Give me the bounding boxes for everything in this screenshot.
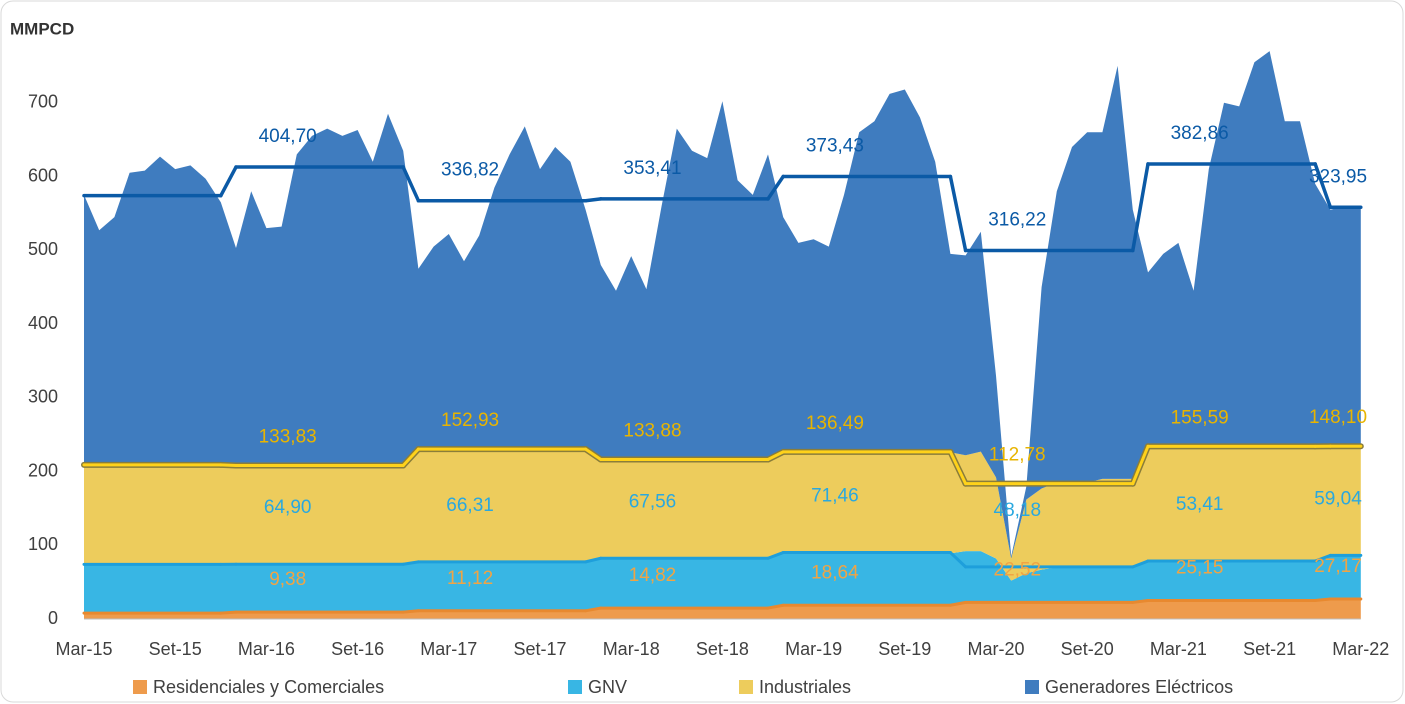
average-label: 53,41 — [1176, 494, 1224, 515]
x-tick-label: Mar-15 — [55, 639, 112, 659]
average-label: 353,41 — [623, 158, 681, 179]
legend-label: Residenciales y Comerciales — [153, 677, 384, 697]
legend-label: Industriales — [759, 677, 851, 697]
average-label: 155,59 — [1171, 407, 1229, 428]
average-label: 112,78 — [989, 445, 1046, 466]
average-label: 27,17 — [1314, 556, 1362, 577]
legend-swatch — [568, 680, 582, 694]
area — [84, 51, 1361, 559]
x-tick-label: Mar-22 — [1332, 639, 1389, 659]
step-connector — [401, 165, 421, 203]
y-tick-label: 500 — [28, 239, 58, 259]
areas — [84, 51, 1361, 619]
legend-label: Generadores Eléctricos — [1045, 677, 1233, 697]
step-connector — [766, 603, 785, 610]
x-tick-label: Set-16 — [331, 639, 384, 659]
x-tick-label: Mar-18 — [603, 639, 660, 659]
step-connector — [1313, 162, 1333, 210]
legend-swatch — [739, 680, 753, 694]
average-label: 373,43 — [806, 136, 864, 157]
step-connector — [766, 174, 785, 201]
y-axis-title: MMPCD — [10, 19, 74, 38]
step-connector — [948, 600, 968, 607]
average-label: 67,56 — [629, 491, 677, 512]
step-connector — [1131, 598, 1150, 604]
average-label: 64,90 — [264, 497, 312, 518]
area — [84, 446, 1361, 581]
x-tick-label: Mar-17 — [420, 639, 477, 659]
average-label: 133,83 — [259, 427, 317, 448]
average-label: 323,95 — [1309, 166, 1367, 187]
average-label: 22,52 — [994, 559, 1042, 580]
step-connector — [948, 450, 968, 486]
average-label: 316,22 — [988, 209, 1046, 230]
average-label: 71,46 — [811, 486, 859, 507]
y-tick-label: 700 — [28, 92, 58, 112]
y-tick-label: 400 — [28, 313, 58, 333]
average-label: 59,04 — [1314, 488, 1362, 509]
x-tick-label: Mar-16 — [238, 639, 295, 659]
average-label: 152,93 — [441, 410, 499, 431]
x-tick-label: Set-19 — [878, 639, 931, 659]
step-connector — [948, 551, 968, 569]
y-tick-label: 0 — [48, 608, 58, 628]
y-tick-label: 300 — [28, 387, 58, 407]
average-label: 382,86 — [1171, 123, 1229, 144]
y-tick-label: 200 — [28, 460, 58, 480]
step-connector — [766, 551, 785, 560]
x-tick-label: Mar-19 — [785, 639, 842, 659]
average-label: 148,10 — [1309, 407, 1367, 428]
average-label: 136,49 — [806, 413, 864, 434]
y-tick-label: 100 — [28, 534, 58, 554]
average-label: 404,70 — [259, 126, 317, 147]
legend-swatch — [1025, 680, 1039, 694]
step-connector — [401, 609, 420, 614]
average-label: 9,38 — [269, 569, 306, 590]
step-connector — [401, 560, 420, 566]
legend-swatch — [133, 680, 147, 694]
legend-label: GNV — [588, 677, 627, 697]
area — [84, 551, 1361, 614]
step-connector — [948, 174, 968, 253]
x-tick-label: Set-21 — [1243, 639, 1296, 659]
average-label: 66,31 — [446, 495, 494, 516]
average-label: 11,12 — [447, 568, 493, 589]
average-label: 133,88 — [623, 421, 681, 442]
step-connector — [584, 606, 603, 613]
step-connector — [1131, 162, 1150, 253]
x-tick-label: Set-15 — [149, 639, 202, 659]
x-tick-label: Mar-20 — [967, 639, 1024, 659]
step-connector — [766, 450, 785, 462]
average-label: 14,82 — [629, 565, 677, 586]
labels: 9,38 11,12 14,82 18,64 22,52 25,15 27,17 64,90 6… — [259, 123, 1367, 590]
step-connector — [219, 165, 238, 198]
step-connector — [1313, 553, 1332, 563]
average-lines — [81, 162, 1364, 615]
x-tick-label: Set-20 — [1061, 639, 1114, 659]
step-connector — [584, 447, 603, 462]
x-tick-label: Set-17 — [513, 639, 566, 659]
average-label: 25,15 — [1176, 557, 1224, 578]
x-tick-label: Set-18 — [696, 639, 749, 659]
step-connector — [401, 447, 420, 468]
step-connector — [584, 556, 603, 564]
average-label: 48,18 — [994, 500, 1042, 521]
step-connector — [219, 463, 238, 468]
step-connector — [1131, 559, 1150, 569]
step-connector — [583, 197, 603, 203]
step-connector — [1131, 444, 1150, 486]
average-label: 18,64 — [811, 562, 859, 583]
step-connector — [219, 610, 238, 615]
average-label: 336,82 — [441, 160, 499, 181]
step-connector — [1313, 597, 1332, 602]
y-tick-label: 600 — [28, 165, 58, 185]
x-tick-label: Mar-21 — [1150, 639, 1207, 659]
